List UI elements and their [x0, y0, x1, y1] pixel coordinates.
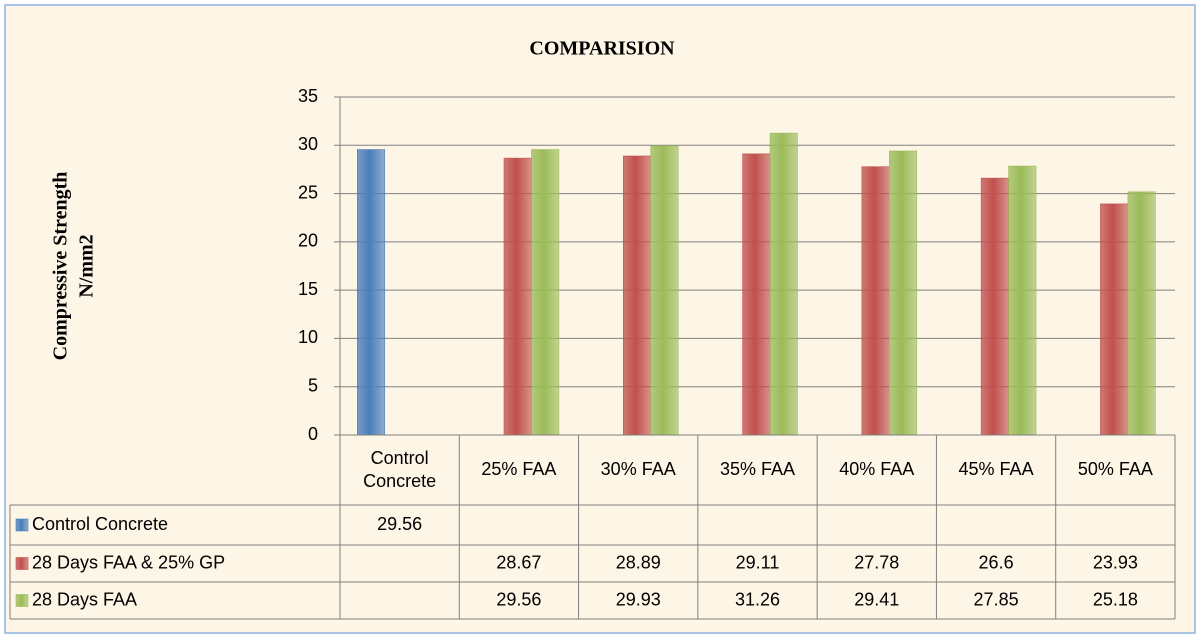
x-tick-label-box: Control Concrete [363, 447, 437, 491]
y-tick-label: 25 [298, 182, 318, 202]
bar [503, 157, 532, 436]
legend-key [15, 557, 29, 570]
chart-title: COMPARISION [529, 38, 675, 60]
table-value: 29.41 [854, 589, 899, 609]
bar [1127, 191, 1156, 436]
x-tick-label: 50% FAA [1077, 459, 1153, 480]
y-axis-label: N/mm2 [76, 234, 98, 297]
bar [742, 153, 771, 436]
bar [1100, 203, 1129, 436]
x-tick-label: 45% FAA [958, 459, 1034, 480]
bar [889, 150, 918, 436]
x-tick-label-box: 25% FAA [481, 459, 557, 480]
table-value: 31.26 [735, 589, 780, 609]
x-tick-label-box: 30% FAA [600, 459, 676, 480]
legend-key [15, 518, 29, 532]
table-value: 29.93 [616, 589, 661, 609]
y-tick-label: 0 [308, 424, 318, 444]
legend-label: Control Concrete [32, 514, 168, 534]
x-tick-label-box: 50% FAA [1077, 459, 1153, 480]
x-tick-label: 30% FAA [600, 459, 676, 480]
table-value: 25.18 [1093, 589, 1138, 609]
bar [650, 145, 679, 436]
bar [531, 149, 560, 436]
x-tick-label: 35% FAA [719, 459, 795, 480]
bar [623, 155, 652, 436]
y-tick-label: 5 [308, 375, 318, 395]
x-tick-label-box: 35% FAA [719, 459, 795, 480]
x-tick-label: 40% FAA [839, 459, 915, 480]
table-value: 26.6 [979, 552, 1014, 572]
x-tick-label: 25% FAA [481, 459, 557, 480]
table-value: 29.56 [377, 514, 422, 534]
bar [769, 132, 798, 436]
legend-key [15, 594, 29, 607]
y-tick-label: 20 [298, 231, 318, 251]
table-value: 28.89 [616, 552, 661, 572]
x-tick-label: Control Concrete [363, 447, 437, 491]
legend-label: 28 Days FAA & 25% GP [32, 552, 225, 572]
y-tick-label: 10 [298, 327, 318, 347]
table-value: 28.67 [496, 552, 541, 572]
y-tick-label: 30 [298, 134, 318, 154]
bar [1008, 165, 1037, 436]
y-tick-label: 15 [298, 279, 318, 299]
legend-label: 28 Days FAA [32, 589, 137, 609]
y-axis-label: Compressive Strength [50, 172, 72, 361]
table-value: 29.56 [496, 589, 541, 609]
table-value: 27.85 [974, 589, 1019, 609]
table-value: 27.78 [854, 552, 899, 572]
table-value: 23.93 [1093, 552, 1138, 572]
bar [861, 166, 890, 436]
x-tick-label-box: 40% FAA [839, 459, 915, 480]
bar [980, 177, 1009, 436]
y-tick-label: 35 [298, 86, 318, 106]
table-value: 29.11 [736, 552, 780, 572]
x-tick-label-box: 45% FAA [958, 459, 1034, 480]
bar [356, 149, 386, 436]
